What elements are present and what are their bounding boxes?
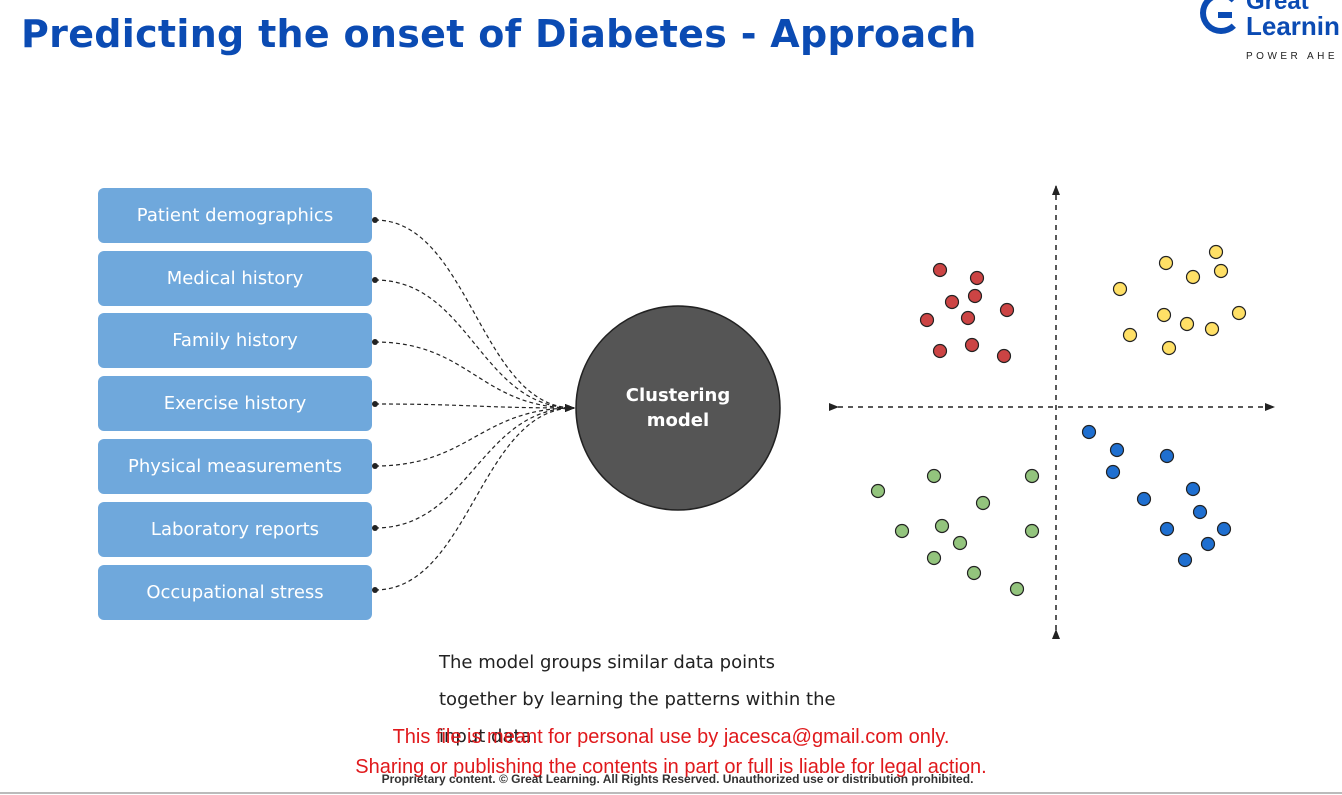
yellow-cluster-point bbox=[1156, 307, 1172, 323]
blue-cluster-point bbox=[1109, 442, 1125, 458]
input-box-family-history: Family history bbox=[98, 313, 372, 368]
yellow-cluster-point bbox=[1112, 281, 1128, 297]
blue-cluster-point bbox=[1185, 481, 1201, 497]
red-cluster-point bbox=[967, 288, 983, 304]
footer-copyright: Proprietary content. © Great Learning. A… bbox=[381, 772, 974, 786]
yellow-cluster-point bbox=[1122, 327, 1138, 343]
logo-text-line1: Great bbox=[1246, 0, 1309, 15]
logo-tagline: POWER AHE bbox=[1246, 51, 1339, 62]
red-cluster-point bbox=[969, 270, 985, 286]
input-box-medical-history: Medical history bbox=[98, 251, 372, 306]
connector-lines bbox=[372, 217, 575, 593]
green-cluster-point bbox=[1009, 581, 1025, 597]
caption-text: The model groups similar data points tog… bbox=[439, 652, 836, 747]
green-cluster-point bbox=[926, 468, 942, 484]
page-title: Predicting the onset of Diabetes - Appro… bbox=[21, 12, 977, 56]
green-cluster-point bbox=[894, 523, 910, 539]
red-cluster-point bbox=[932, 343, 948, 359]
watermark-line2: Sharing or publishing the contents in pa… bbox=[355, 756, 987, 778]
scatter-points bbox=[870, 244, 1247, 597]
yellow-cluster-point bbox=[1204, 321, 1220, 337]
connector-line-4 bbox=[374, 403, 575, 412]
blue-cluster-point bbox=[1200, 536, 1216, 552]
blue-cluster-point bbox=[1159, 521, 1175, 537]
input-box-laboratory-reports: Laboratory reports bbox=[98, 502, 372, 557]
blue-cluster-point bbox=[1136, 491, 1152, 507]
great-learning-logo: Great Learnin POWER AHE bbox=[1196, 0, 1342, 66]
input-box-physical-measurements: Physical measurements bbox=[98, 439, 372, 494]
scatter-axes bbox=[829, 185, 1275, 639]
yellow-cluster-point bbox=[1161, 340, 1177, 356]
footer-divider bbox=[0, 792, 1342, 794]
input-box-patient-demographics: Patient demographics bbox=[98, 188, 372, 243]
connector-line-3 bbox=[374, 341, 575, 412]
connector-line-1 bbox=[374, 219, 575, 412]
red-cluster-point bbox=[964, 337, 980, 353]
yellow-cluster-point bbox=[1208, 244, 1224, 260]
connector-line-7 bbox=[374, 404, 575, 591]
green-cluster-point bbox=[952, 535, 968, 551]
input-box-occupational-stress: Occupational stress bbox=[98, 565, 372, 620]
connector-line-2 bbox=[374, 279, 575, 412]
blue-cluster-point bbox=[1105, 464, 1121, 480]
red-cluster-point bbox=[932, 262, 948, 278]
connector-line-6 bbox=[374, 404, 575, 529]
yellow-cluster-point bbox=[1231, 305, 1247, 321]
blue-cluster-point bbox=[1216, 521, 1232, 537]
blue-cluster-point bbox=[1192, 504, 1208, 520]
clustering-model-node bbox=[575, 305, 781, 511]
yellow-cluster-point bbox=[1158, 255, 1174, 271]
green-cluster-point bbox=[975, 495, 991, 511]
clustering-model-label: Clustering model bbox=[625, 385, 731, 431]
blue-cluster-point bbox=[1159, 448, 1175, 464]
green-cluster-point bbox=[870, 483, 886, 499]
yellow-cluster-point bbox=[1213, 263, 1229, 279]
blue-cluster-point bbox=[1177, 552, 1193, 568]
green-cluster-point bbox=[1024, 523, 1040, 539]
green-cluster-point bbox=[926, 550, 942, 566]
input-box-exercise-history: Exercise history bbox=[98, 376, 372, 431]
red-cluster-point bbox=[999, 302, 1015, 318]
green-cluster-point bbox=[1024, 468, 1040, 484]
connector-line-5 bbox=[374, 404, 575, 467]
yellow-cluster-point bbox=[1179, 316, 1195, 332]
logo-text-line2: Learnin bbox=[1246, 11, 1340, 41]
watermark-line1: This file is meant for personal use by j… bbox=[392, 726, 950, 748]
yellow-cluster-point bbox=[1185, 269, 1201, 285]
green-cluster-point bbox=[934, 518, 950, 534]
red-cluster-point bbox=[919, 312, 935, 328]
red-cluster-point bbox=[996, 348, 1012, 364]
red-cluster-point bbox=[960, 310, 976, 326]
logo-g-icon bbox=[1200, 0, 1242, 34]
red-cluster-point bbox=[944, 294, 960, 310]
green-cluster-point bbox=[966, 565, 982, 581]
blue-cluster-point bbox=[1081, 424, 1097, 440]
